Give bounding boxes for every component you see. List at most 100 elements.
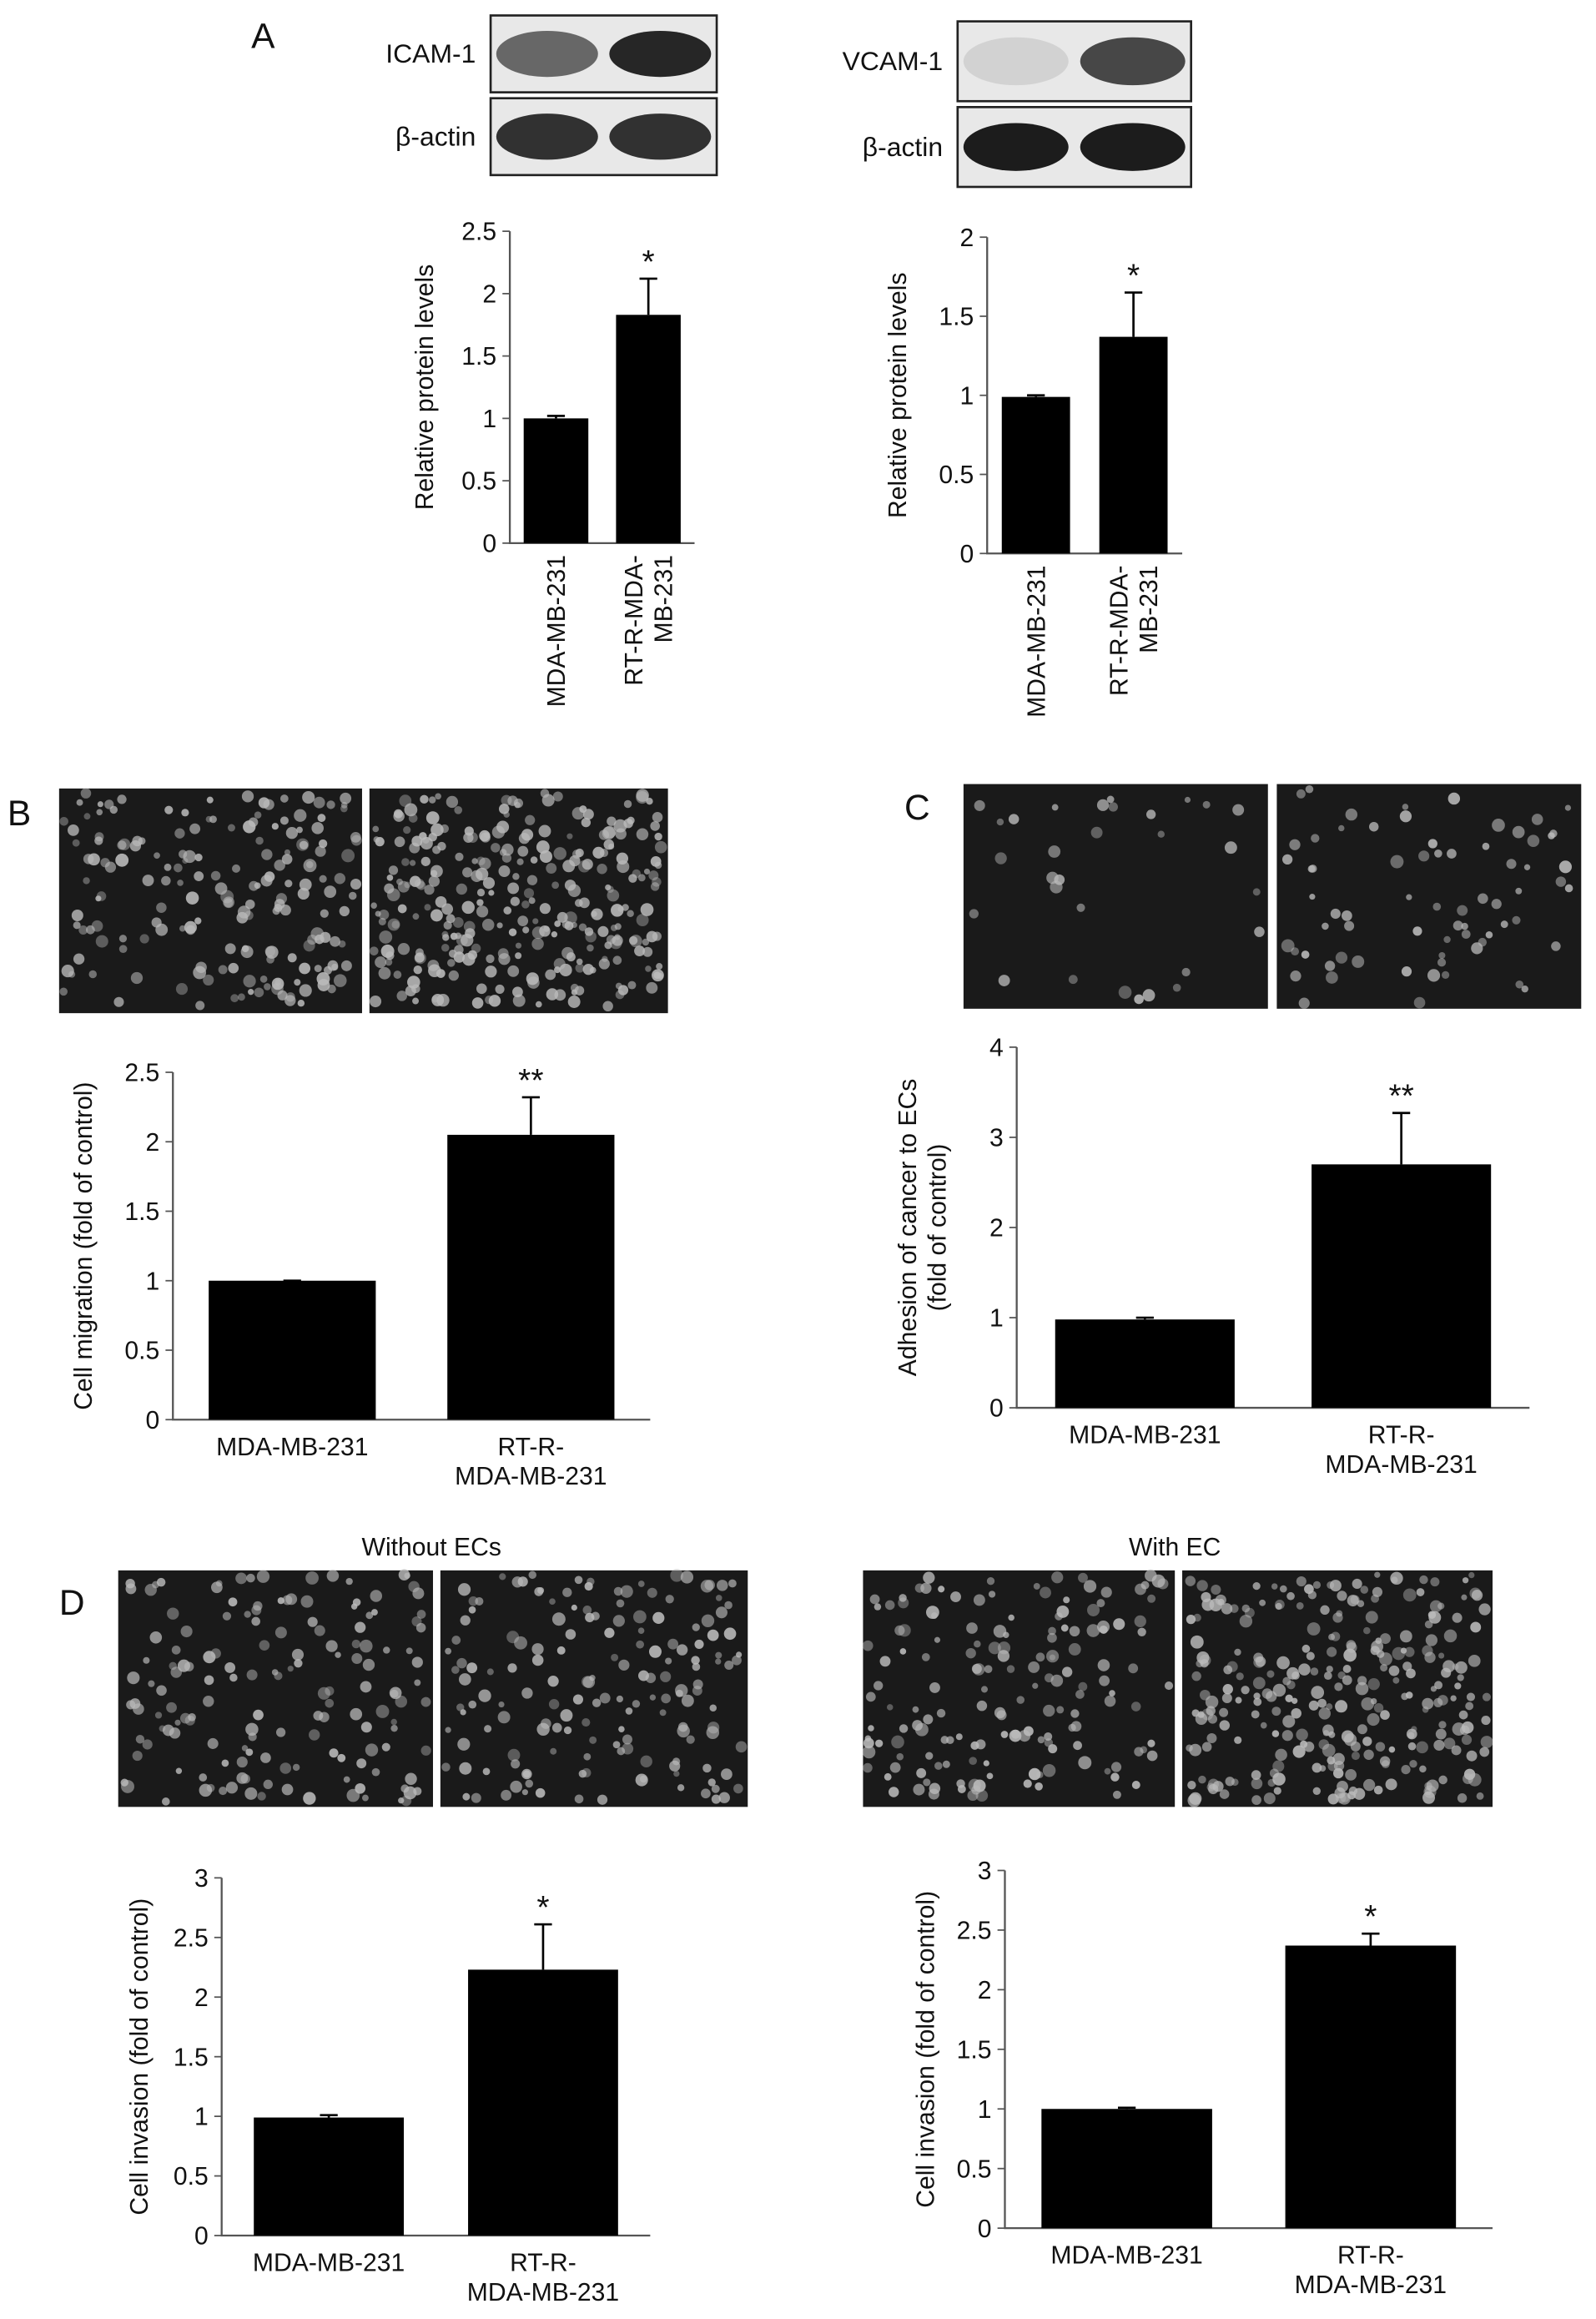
cell <box>1023 1779 1032 1788</box>
cell <box>447 959 456 967</box>
cell <box>1042 1763 1056 1777</box>
cell <box>1104 1767 1111 1775</box>
cell <box>584 927 594 936</box>
cell <box>142 1739 153 1750</box>
cell <box>179 925 186 932</box>
cell <box>156 1577 166 1587</box>
cell <box>244 1611 251 1618</box>
cell <box>381 1742 390 1752</box>
cell <box>428 875 441 887</box>
cell <box>362 1794 369 1802</box>
cell <box>476 867 489 881</box>
cell <box>1451 1745 1462 1756</box>
cell <box>415 1622 426 1633</box>
cell <box>274 1626 287 1639</box>
cell <box>1292 1745 1306 1758</box>
cell <box>994 852 1007 865</box>
cell <box>875 1739 884 1747</box>
cell <box>135 1735 145 1744</box>
cell <box>1281 939 1295 953</box>
y-tick-label: 1 <box>482 406 496 433</box>
cell <box>397 943 410 955</box>
y-axis-label: Relative protein levels <box>411 265 439 511</box>
cell <box>1056 1606 1070 1618</box>
cell <box>1097 1620 1110 1634</box>
cell <box>334 873 346 885</box>
cell <box>507 1663 517 1673</box>
cell <box>1422 1645 1433 1656</box>
cell <box>1465 1701 1474 1711</box>
cell <box>707 1629 719 1641</box>
cell <box>602 1001 613 1012</box>
x-tick-line: MDA-MB-231 <box>455 1463 607 1490</box>
cell <box>184 1715 195 1726</box>
cell <box>185 891 199 905</box>
cell <box>1413 996 1426 1009</box>
cell <box>1432 902 1442 911</box>
x-tick-line: MB-231 <box>1135 565 1163 653</box>
blot-band <box>963 123 1069 171</box>
cell <box>711 1794 721 1804</box>
cell <box>243 975 256 988</box>
cell <box>314 1625 325 1636</box>
cell <box>1232 804 1245 816</box>
cell <box>503 906 512 915</box>
cell <box>496 922 503 929</box>
cell <box>277 990 288 1001</box>
cell <box>656 963 663 970</box>
cell <box>253 1601 263 1611</box>
cell <box>1437 1602 1445 1610</box>
cell <box>864 1735 872 1742</box>
cell <box>118 945 128 954</box>
cell <box>445 1727 451 1733</box>
cell <box>1068 1723 1076 1732</box>
cell <box>430 909 443 922</box>
cell <box>862 1745 876 1759</box>
cell <box>1409 1760 1417 1768</box>
cell <box>253 1709 264 1721</box>
significance: * <box>536 1890 549 1926</box>
cell <box>1341 1730 1354 1743</box>
cell <box>476 983 487 995</box>
cell <box>598 958 610 970</box>
cell <box>646 981 658 994</box>
cell <box>76 799 83 806</box>
panel-label: A <box>251 17 275 56</box>
cell <box>78 925 88 935</box>
y-tick-label: 1 <box>146 1268 160 1295</box>
cell <box>654 840 667 854</box>
cell <box>1286 1666 1299 1680</box>
cell <box>1481 1715 1491 1726</box>
cell <box>1312 1762 1322 1773</box>
cell <box>386 888 400 902</box>
x-tick-line: MDA-MB-231 <box>467 2279 619 2306</box>
cell <box>1441 970 1450 979</box>
cell <box>1411 1726 1417 1732</box>
cell <box>634 945 646 956</box>
cell <box>420 856 430 866</box>
cell <box>420 1745 431 1756</box>
cell <box>550 1747 557 1755</box>
cell <box>1466 1692 1476 1701</box>
error-bar <box>1124 291 1143 337</box>
cell <box>174 1719 181 1726</box>
x-tick-line: MDA-MB-231 <box>1050 2242 1202 2270</box>
cell <box>694 1639 704 1649</box>
cell <box>154 852 160 860</box>
cell <box>623 799 632 809</box>
x-tick-label: RT-R-MDA-MB-231 <box>467 2250 619 2306</box>
cell <box>574 986 585 996</box>
cell <box>194 871 204 881</box>
cell <box>330 935 340 947</box>
cell <box>526 972 539 986</box>
cell <box>251 1616 261 1626</box>
cell <box>1523 864 1531 870</box>
cell <box>1224 841 1237 855</box>
cell <box>412 1587 425 1600</box>
cell <box>279 816 289 825</box>
bar <box>1041 2109 1212 2229</box>
cell <box>640 903 654 916</box>
cell <box>1301 950 1310 959</box>
cell <box>661 1693 672 1704</box>
y-tick-label: 0 <box>960 541 974 568</box>
